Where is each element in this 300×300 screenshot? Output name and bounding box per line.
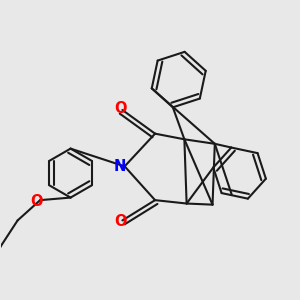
Text: N: N <box>114 159 126 174</box>
Text: O: O <box>115 214 127 230</box>
Text: O: O <box>30 194 43 209</box>
Text: O: O <box>115 101 127 116</box>
